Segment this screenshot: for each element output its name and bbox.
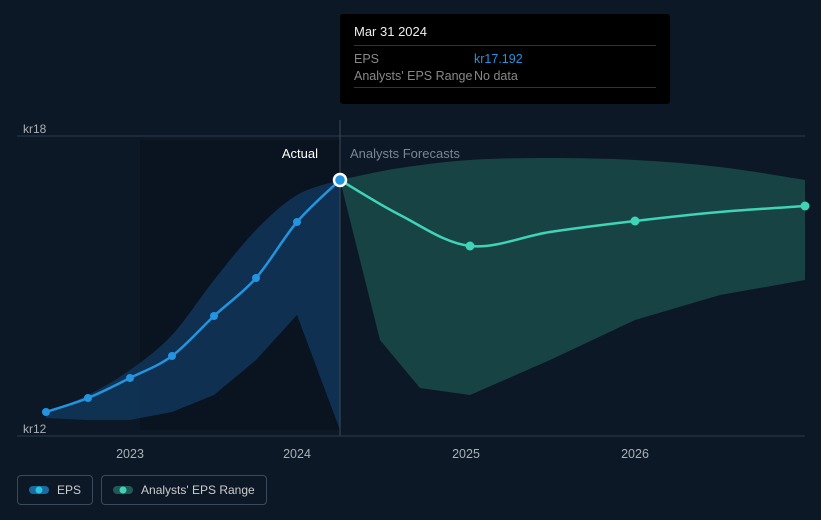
tooltip-row: EPSkr17.192 bbox=[354, 52, 656, 66]
svg-text:2026: 2026 bbox=[621, 447, 649, 461]
chart-tooltip: Mar 31 2024 EPSkr17.192Analysts' EPS Ran… bbox=[340, 14, 670, 104]
svg-text:Actual: Actual bbox=[282, 146, 318, 161]
svg-text:kr12: kr12 bbox=[23, 422, 47, 436]
chart-legend: EPS Analysts' EPS Range bbox=[17, 475, 267, 505]
tooltip-divider-bottom bbox=[354, 87, 656, 88]
tooltip-row-label: EPS bbox=[354, 52, 474, 66]
legend-swatch-range bbox=[113, 486, 133, 494]
svg-text:Analysts Forecasts: Analysts Forecasts bbox=[350, 146, 460, 161]
svg-text:2025: 2025 bbox=[452, 447, 480, 461]
tooltip-date: Mar 31 2024 bbox=[354, 24, 656, 39]
tooltip-divider bbox=[354, 45, 656, 46]
tooltip-row: Analysts' EPS RangeNo data bbox=[354, 69, 656, 83]
tooltip-row-value: No data bbox=[474, 69, 518, 83]
legend-label: EPS bbox=[57, 483, 81, 497]
svg-text:kr18: kr18 bbox=[23, 122, 47, 136]
svg-text:2024: 2024 bbox=[283, 447, 311, 461]
tooltip-row-value: kr17.192 bbox=[474, 52, 523, 66]
legend-swatch-eps bbox=[29, 486, 49, 494]
legend-item-range[interactable]: Analysts' EPS Range bbox=[101, 475, 267, 505]
legend-label: Analysts' EPS Range bbox=[141, 483, 255, 497]
legend-item-eps[interactable]: EPS bbox=[17, 475, 93, 505]
svg-text:2023: 2023 bbox=[116, 447, 144, 461]
tooltip-row-label: Analysts' EPS Range bbox=[354, 69, 474, 83]
